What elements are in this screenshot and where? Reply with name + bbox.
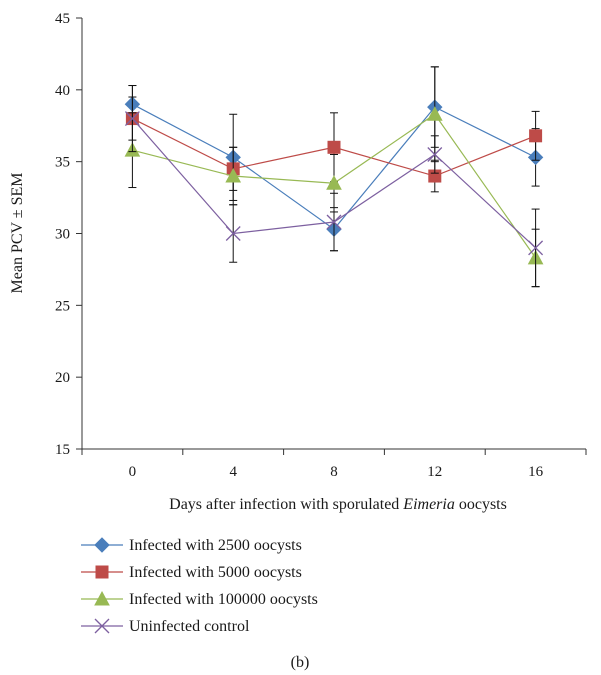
data-point — [94, 537, 110, 553]
legend-item: Infected with 100000 oocysts — [81, 590, 318, 608]
data-point — [327, 140, 341, 154]
data-point-stroke — [528, 240, 544, 256]
data-point — [94, 618, 110, 634]
x-tick-label: 8 — [330, 464, 338, 480]
legend-label: Uninfected control — [129, 618, 250, 635]
y-tick-label: 15 — [55, 442, 70, 458]
legend-label: Infected with 5000 oocysts — [129, 564, 302, 581]
y-tick-label: 35 — [55, 155, 70, 171]
data-point-stroke — [326, 214, 342, 230]
data-point — [95, 565, 109, 579]
axes: 15 20 25 30 35 40 45 0 4 8 12 16 — [55, 11, 587, 480]
data-point-stroke — [94, 618, 110, 634]
series — [124, 85, 544, 288]
legend-label: Infected with 2500 oocysts — [129, 537, 302, 554]
data-point-stroke — [225, 226, 241, 241]
legend-item: Uninfected control — [81, 618, 250, 635]
plot-area — [124, 66, 544, 288]
x-tick-label: 4 — [229, 464, 237, 480]
y-tick-label: 25 — [55, 298, 70, 314]
data-point — [326, 175, 342, 190]
data-point — [225, 167, 242, 183]
data-point — [529, 129, 543, 143]
legend-item: Infected with 5000 oocysts — [81, 564, 302, 581]
data-point — [326, 214, 342, 230]
x-tick-label: 16 — [528, 464, 544, 480]
data-point — [94, 590, 110, 606]
series — [124, 66, 544, 288]
data-point — [427, 147, 443, 162]
data-point — [225, 226, 241, 241]
x-tick-label: 0 — [129, 464, 137, 480]
data-point-stroke — [427, 147, 443, 162]
legend: Infected with 2500 oocysts Infected with … — [81, 537, 318, 635]
y-tick-label: 45 — [55, 11, 70, 27]
data-point — [528, 240, 544, 256]
data-point — [124, 111, 140, 127]
x-axis-title: Days after infection with sporulated Eim… — [169, 496, 507, 513]
legend-item: Infected with 2500 oocysts — [81, 537, 302, 554]
y-tick-label: 30 — [55, 227, 70, 243]
panel-label: (b) — [291, 654, 310, 671]
y-tick-label: 40 — [55, 83, 70, 99]
y-axis-title: Mean PCV ± SEM — [9, 173, 26, 294]
y-tick-label: 20 — [55, 370, 70, 386]
legend-label: Infected with 100000 oocysts — [129, 591, 318, 608]
data-point-stroke — [124, 111, 140, 127]
data-point — [426, 106, 443, 121]
x-tick-label: 12 — [427, 464, 442, 480]
